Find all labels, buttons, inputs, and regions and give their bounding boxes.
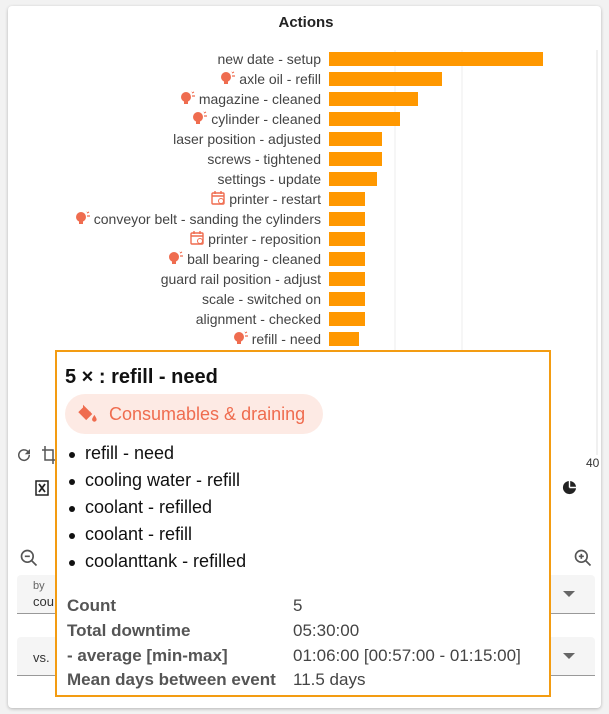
tooltip-item-list: refill - need cooling water - refill coo… — [68, 440, 246, 575]
chart-title: Actions — [278, 14, 334, 31]
bar-label-text: scale - switched on — [201, 291, 321, 307]
category-chip: Consumables & draining — [65, 394, 324, 434]
bar-label-text: refill - need — [251, 331, 321, 347]
bar[interactable] — [329, 312, 365, 326]
bulb-icon — [169, 249, 184, 264]
x-tick-40: 40 — [586, 456, 600, 470]
bar-label-text: guard rail position - adjust — [160, 271, 321, 287]
bar-label-text: ball bearing - cleaned — [187, 251, 321, 267]
bar-label-text: magazine - cleaned — [198, 91, 321, 107]
bar-tooltip: 5 × : refill - need Consumables & draini… — [55, 350, 551, 697]
bar-label-text: cylinder - cleaned — [211, 111, 321, 127]
refresh-icon[interactable] — [15, 446, 33, 464]
zoom-in-icon[interactable] — [573, 548, 593, 568]
bar[interactable] — [329, 272, 365, 286]
bar-label-text: conveyor belt - sanding the cylinders — [93, 211, 321, 227]
stat-average-key: - average [min-max] — [67, 646, 228, 665]
list-item: coolant - refill — [68, 521, 246, 548]
bar-label: conveyor belt - sanding the cylinders — [75, 209, 321, 228]
zoom-out-icon[interactable] — [19, 548, 39, 568]
list-item: coolanttank - refilled — [68, 548, 246, 575]
bar-label: settings - update — [217, 170, 321, 188]
bar-label: magazine - cleaned — [180, 89, 321, 108]
bar-label: printer - restart — [211, 190, 321, 208]
bar-label-text: new date - setup — [217, 51, 321, 67]
bulb-icon — [75, 209, 90, 224]
bar[interactable] — [329, 92, 419, 106]
bar[interactable] — [329, 252, 365, 266]
bulb-icon — [193, 109, 208, 124]
bar-label: guard rail position - adjust — [161, 270, 321, 288]
bar-label: scale - switched on — [202, 290, 321, 308]
paint-bucket-icon — [78, 404, 97, 422]
bar-label: screws - tightened — [207, 150, 321, 168]
category-label: Consumables & draining — [109, 403, 306, 424]
bar-label-text: printer - restart — [229, 191, 321, 207]
bar-label: refill - need — [233, 329, 321, 348]
bar-label: laser position - adjusted — [173, 130, 321, 148]
bulb-icon — [233, 329, 248, 344]
bulb-icon — [180, 89, 195, 104]
bar-label-text: printer - reposition — [208, 231, 321, 247]
chevron-down-icon — [563, 653, 575, 659]
bar[interactable] — [329, 112, 401, 126]
bar-label: printer - reposition — [190, 230, 321, 248]
bar[interactable] — [329, 212, 365, 226]
bar-label-text: screws - tightened — [207, 151, 321, 167]
bar[interactable] — [329, 72, 442, 86]
bar-label: cylinder - cleaned — [192, 109, 321, 128]
bar[interactable] — [329, 132, 383, 146]
stat-mean-days-value: 11.5 days — [293, 670, 366, 689]
chevron-down-icon — [563, 591, 575, 597]
list-item: cooling water - refill — [68, 467, 246, 494]
bar-label: ball bearing - cleaned — [168, 249, 321, 268]
tooltip-title: 5 × : refill - need — [65, 366, 218, 388]
calendar-icon — [190, 231, 204, 245]
group-by-label: by — [33, 580, 45, 592]
bar[interactable] — [329, 292, 365, 306]
bar[interactable] — [329, 232, 365, 246]
bar[interactable] — [329, 172, 377, 186]
bar-label: alignment - checked — [196, 310, 321, 328]
bar[interactable] — [329, 52, 543, 66]
bar[interactable] — [329, 152, 383, 166]
stat-average-value: 01:06:00 [00:57:00 - 01:15:00] — [293, 646, 521, 665]
bar[interactable] — [329, 192, 365, 206]
stat-count-value: 5 — [293, 596, 303, 615]
crop-icon[interactable] — [42, 446, 56, 464]
excel-icon[interactable] — [35, 480, 49, 496]
bar-label-text: laser position - adjusted — [173, 131, 321, 147]
stat-mean-days-key: Mean days between event — [67, 670, 276, 689]
stat-downtime-value: 05:30:00 — [293, 621, 360, 640]
versus-value: vs. — [33, 650, 50, 665]
bar-label-text: alignment - checked — [195, 311, 321, 327]
bar-label-text: settings - update — [217, 171, 321, 187]
bar-label-text: axle oil - refill — [239, 71, 321, 87]
calendar-icon — [211, 191, 225, 205]
bar-label: axle oil - refill — [220, 69, 321, 88]
list-item: coolant - refilled — [68, 494, 246, 521]
pie-chart-icon[interactable] — [562, 480, 577, 495]
stat-count-key: Count — [67, 596, 117, 615]
group-by-value: cou — [33, 594, 54, 609]
stat-downtime-key: Total downtime — [67, 621, 191, 640]
bar[interactable] — [329, 332, 359, 346]
list-item: refill - need — [68, 440, 246, 467]
bulb-icon — [221, 69, 236, 84]
bar-label: new date - setup — [217, 50, 321, 68]
